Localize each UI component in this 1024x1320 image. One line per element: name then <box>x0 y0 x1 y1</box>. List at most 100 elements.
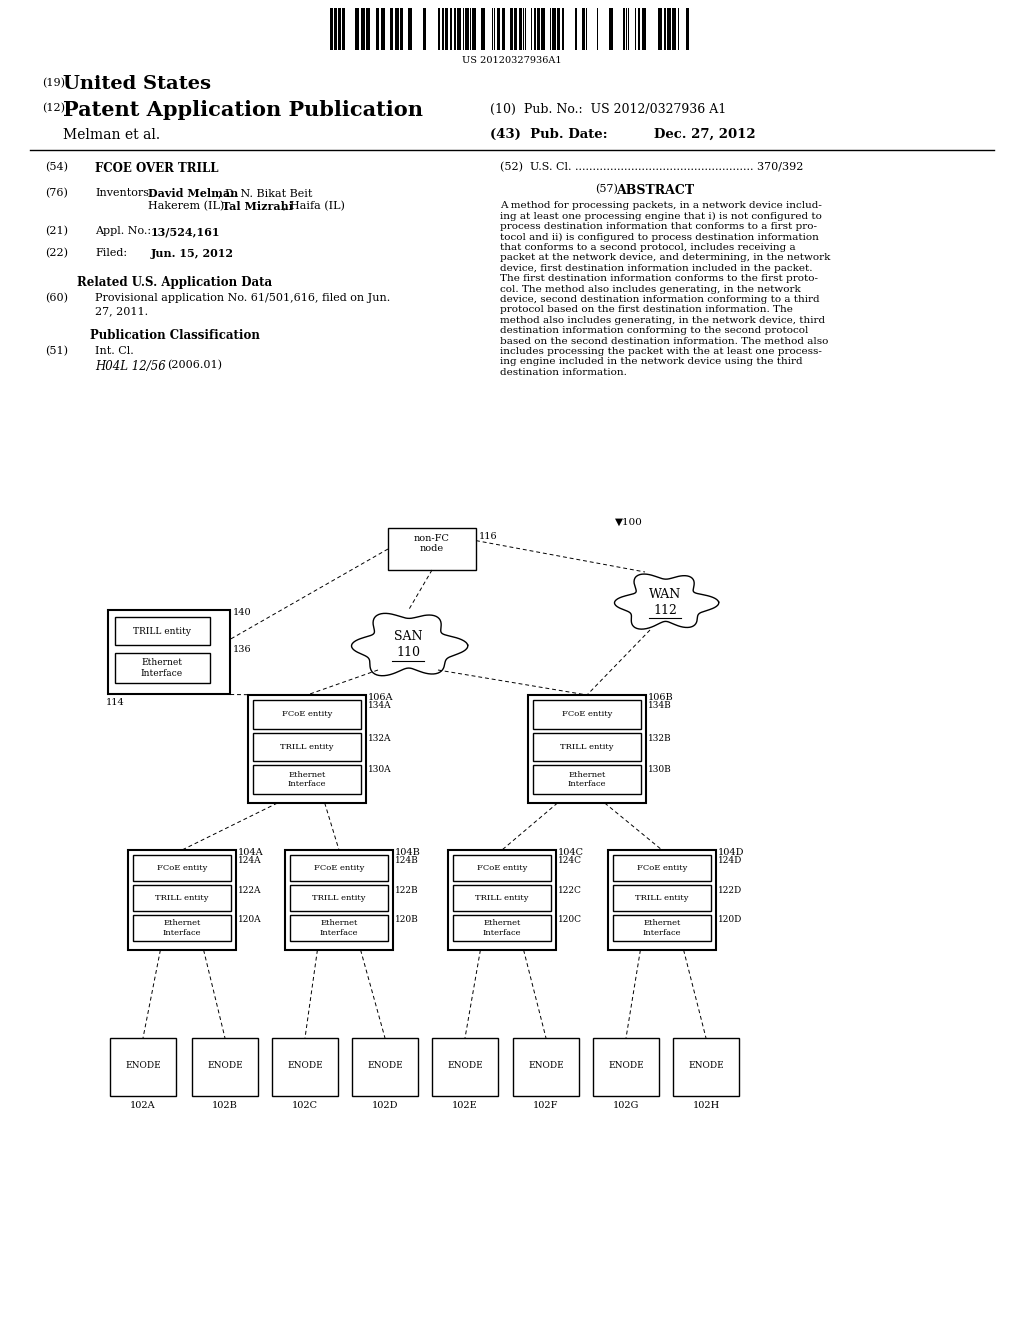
FancyBboxPatch shape <box>133 855 231 880</box>
FancyBboxPatch shape <box>453 915 551 941</box>
Text: Ethernet
Interface: Ethernet Interface <box>163 920 202 937</box>
Text: ▼100: ▼100 <box>615 517 643 527</box>
Text: Hakerem (IL);: Hakerem (IL); <box>148 201 231 211</box>
FancyBboxPatch shape <box>388 528 476 570</box>
FancyBboxPatch shape <box>366 8 370 50</box>
Text: 102A: 102A <box>130 1101 156 1110</box>
Text: A method for processing packets, in a network device includ-
ing at least one pr: A method for processing packets, in a ne… <box>500 201 830 376</box>
Text: ENODE: ENODE <box>287 1060 323 1069</box>
Text: TRILL entity: TRILL entity <box>312 894 366 902</box>
Text: TRILL entity: TRILL entity <box>635 894 689 902</box>
Text: Publication Classification: Publication Classification <box>90 329 260 342</box>
Text: 104B: 104B <box>395 847 421 857</box>
Text: (60): (60) <box>45 293 68 304</box>
FancyBboxPatch shape <box>519 8 522 50</box>
Text: 102E: 102E <box>453 1101 478 1110</box>
FancyBboxPatch shape <box>248 696 366 803</box>
FancyBboxPatch shape <box>562 8 564 50</box>
Polygon shape <box>614 574 719 630</box>
FancyBboxPatch shape <box>449 850 556 950</box>
Text: 120A: 120A <box>238 915 261 924</box>
Text: , D. N. Bikat Beit: , D. N. Bikat Beit <box>218 187 312 198</box>
Text: 132B: 132B <box>648 734 672 743</box>
Text: ENODE: ENODE <box>608 1060 644 1069</box>
Text: US 20120327936A1: US 20120327936A1 <box>462 55 562 65</box>
FancyBboxPatch shape <box>457 8 461 50</box>
FancyBboxPatch shape <box>285 850 393 950</box>
Text: 132A: 132A <box>368 734 391 743</box>
FancyBboxPatch shape <box>290 855 388 880</box>
Text: (21): (21) <box>45 226 68 236</box>
Text: 120B: 120B <box>395 915 419 924</box>
Text: (57): (57) <box>595 183 617 194</box>
Text: ENODE: ENODE <box>688 1060 724 1069</box>
FancyBboxPatch shape <box>642 8 646 50</box>
FancyBboxPatch shape <box>133 915 231 941</box>
Text: Ethernet
Interface: Ethernet Interface <box>319 920 358 937</box>
Text: (54): (54) <box>45 162 68 173</box>
Text: 114: 114 <box>106 698 125 708</box>
Text: Appl. No.:: Appl. No.: <box>95 226 152 236</box>
FancyBboxPatch shape <box>253 733 361 762</box>
Text: 134B: 134B <box>648 701 672 710</box>
FancyBboxPatch shape <box>638 8 640 50</box>
Text: (12): (12) <box>42 103 65 114</box>
FancyBboxPatch shape <box>613 915 711 941</box>
FancyBboxPatch shape <box>534 766 641 795</box>
FancyBboxPatch shape <box>438 8 440 50</box>
FancyBboxPatch shape <box>510 8 513 50</box>
Text: H04L 12/56: H04L 12/56 <box>95 360 166 374</box>
FancyBboxPatch shape <box>450 8 452 50</box>
Text: Inventors:: Inventors: <box>95 187 153 198</box>
Text: (22): (22) <box>45 248 68 259</box>
Text: 102H: 102H <box>692 1101 720 1110</box>
Text: (76): (76) <box>45 187 68 198</box>
Text: 122C: 122C <box>558 886 582 895</box>
FancyBboxPatch shape <box>537 8 540 50</box>
FancyBboxPatch shape <box>453 884 551 911</box>
Text: 102B: 102B <box>212 1101 238 1110</box>
Text: Ethernet
Interface: Ethernet Interface <box>288 771 327 788</box>
Text: Ethernet
Interface: Ethernet Interface <box>482 920 521 937</box>
FancyBboxPatch shape <box>108 610 230 694</box>
Text: FCOE OVER TRILL: FCOE OVER TRILL <box>95 162 218 176</box>
Text: 124C: 124C <box>558 855 582 865</box>
FancyBboxPatch shape <box>513 1038 579 1096</box>
FancyBboxPatch shape <box>453 855 551 880</box>
Text: FCoE entity: FCoE entity <box>282 710 332 718</box>
FancyBboxPatch shape <box>400 8 403 50</box>
Text: 124A: 124A <box>238 855 261 865</box>
Text: ENODE: ENODE <box>528 1060 564 1069</box>
Text: non-FC
node: non-FC node <box>414 535 450 553</box>
Text: SAN: SAN <box>394 631 422 644</box>
FancyBboxPatch shape <box>667 8 671 50</box>
Text: 112: 112 <box>653 603 677 616</box>
Text: Related U.S. Application Data: Related U.S. Application Data <box>78 276 272 289</box>
FancyBboxPatch shape <box>128 850 236 950</box>
FancyBboxPatch shape <box>664 8 666 50</box>
FancyBboxPatch shape <box>376 8 379 50</box>
FancyBboxPatch shape <box>334 8 337 50</box>
FancyBboxPatch shape <box>613 855 711 880</box>
FancyBboxPatch shape <box>445 8 449 50</box>
FancyBboxPatch shape <box>582 8 585 50</box>
Text: 13/524,161: 13/524,161 <box>151 226 220 238</box>
FancyBboxPatch shape <box>193 1038 258 1096</box>
FancyBboxPatch shape <box>686 8 689 50</box>
Text: 136: 136 <box>233 645 252 653</box>
FancyBboxPatch shape <box>290 884 388 911</box>
Text: , Haifa (IL): , Haifa (IL) <box>283 201 345 211</box>
FancyBboxPatch shape <box>672 8 676 50</box>
FancyBboxPatch shape <box>115 653 210 682</box>
FancyBboxPatch shape <box>502 8 505 50</box>
FancyBboxPatch shape <box>497 8 500 50</box>
Text: WAN: WAN <box>649 587 681 601</box>
Text: Tal Mizrahi: Tal Mizrahi <box>222 201 293 213</box>
Text: FCoE entity: FCoE entity <box>157 865 207 873</box>
Text: FCoE entity: FCoE entity <box>477 865 527 873</box>
FancyBboxPatch shape <box>465 8 469 50</box>
FancyBboxPatch shape <box>355 8 359 50</box>
FancyBboxPatch shape <box>290 915 388 941</box>
Text: 102G: 102G <box>612 1101 639 1110</box>
Text: FCoE entity: FCoE entity <box>313 865 365 873</box>
